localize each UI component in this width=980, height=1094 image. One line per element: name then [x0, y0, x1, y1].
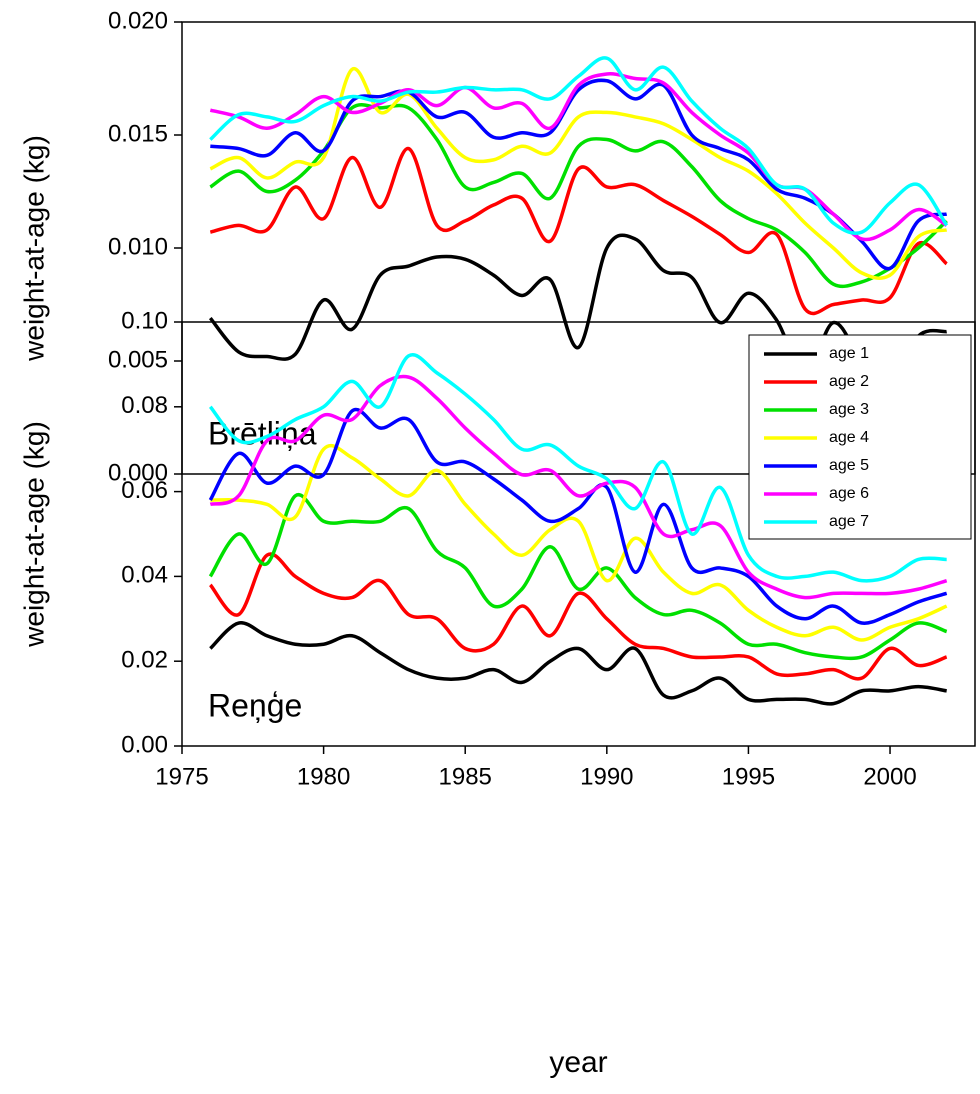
data-line — [209, 102, 948, 289]
data-line — [209, 374, 948, 600]
data-line — [209, 67, 948, 280]
data-line — [209, 621, 947, 706]
y-axis-label: weight-at-age (kg) — [18, 135, 49, 362]
x-tick-label: 1995 — [722, 763, 775, 790]
y-tick-label: 0.06 — [121, 477, 168, 504]
data-line — [209, 72, 948, 242]
y-tick-label: 0.010 — [108, 233, 168, 260]
data-line — [208, 353, 947, 583]
y-tick-label: 0.000 — [108, 459, 168, 486]
legend-label: age 7 — [829, 513, 869, 530]
legend-label: age 1 — [829, 345, 869, 362]
y-tick-label: 0.08 — [121, 392, 168, 419]
data-line — [208, 492, 948, 661]
x-tick-label: 1975 — [155, 763, 208, 790]
legend-label: age 3 — [829, 401, 869, 418]
x-tick-label: 2000 — [863, 763, 916, 790]
y-tick-label: 0.04 — [121, 562, 168, 589]
data-line — [208, 407, 948, 625]
x-tick-label: 1990 — [580, 763, 633, 790]
y-tick-label: 0.020 — [108, 7, 168, 34]
y-axis-label: weight-at-age (kg) — [18, 421, 49, 648]
annotation: Reņģe — [208, 687, 302, 723]
y-tick-label: 0.005 — [108, 346, 168, 373]
y-tick-label: 0.015 — [108, 120, 168, 147]
legend-label: age 5 — [829, 457, 869, 474]
data-line — [210, 443, 948, 642]
legend-label: age 4 — [829, 429, 869, 446]
data-line — [208, 552, 948, 681]
x-axis-label: year — [549, 1046, 607, 1079]
y-tick-label: 0.02 — [121, 647, 168, 674]
x-tick-label: 1985 — [439, 763, 492, 790]
plot-frame — [181, 321, 976, 747]
legend-label: age 2 — [829, 373, 869, 390]
plot-area — [208, 353, 948, 706]
data-line — [209, 56, 949, 235]
data-line — [209, 146, 948, 316]
plot-area — [208, 56, 949, 391]
legend-label: age 6 — [829, 485, 869, 502]
y-tick-label: 0.10 — [121, 307, 168, 334]
x-tick-label: 1980 — [297, 763, 350, 790]
y-tick-label: 0.00 — [121, 731, 168, 758]
